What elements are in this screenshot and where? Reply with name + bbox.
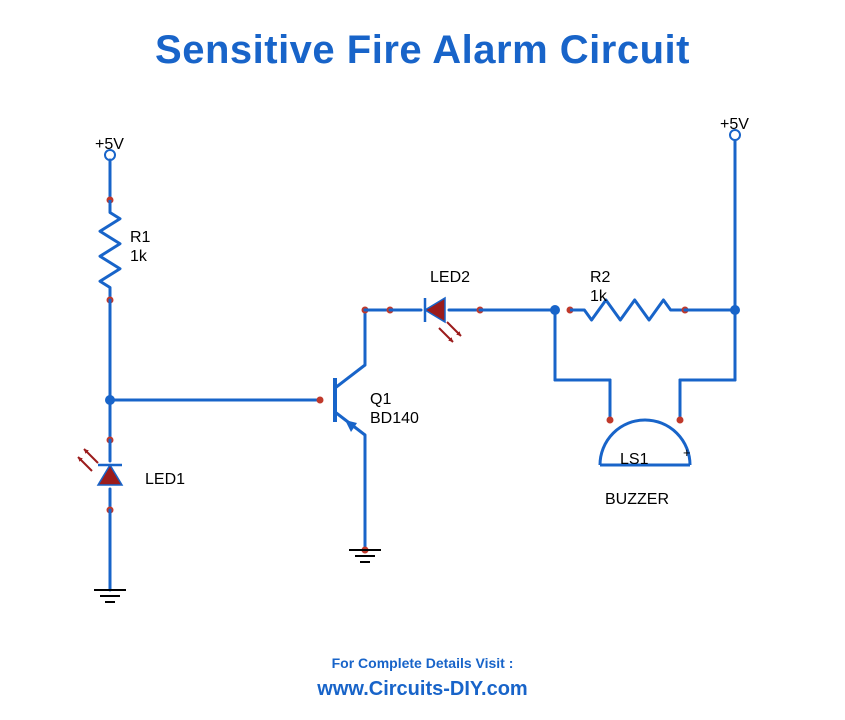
footer-line-2: www.Circuits-DIY.com <box>0 678 845 701</box>
q1-label: Q1 BD140 <box>370 390 419 428</box>
supply-left-label: +5V <box>95 135 124 154</box>
led2-label: LED2 <box>430 268 470 287</box>
schematic-svg <box>0 0 845 720</box>
circuit-canvas: Sensitive Fire Alarm Circuit +5V +5V R1 … <box>0 0 845 720</box>
r1-label: R1 1k <box>130 228 150 266</box>
ls1-sub-label: BUZZER <box>605 490 669 509</box>
r2-label: R2 1k <box>590 268 610 306</box>
footer-line-1: For Complete Details Visit : <box>0 655 845 671</box>
led1-label: LED1 <box>145 470 185 489</box>
ls1-label: LS1 <box>620 450 648 469</box>
ls1-plus-label: + <box>683 445 691 461</box>
supply-right-label: +5V <box>720 115 749 134</box>
